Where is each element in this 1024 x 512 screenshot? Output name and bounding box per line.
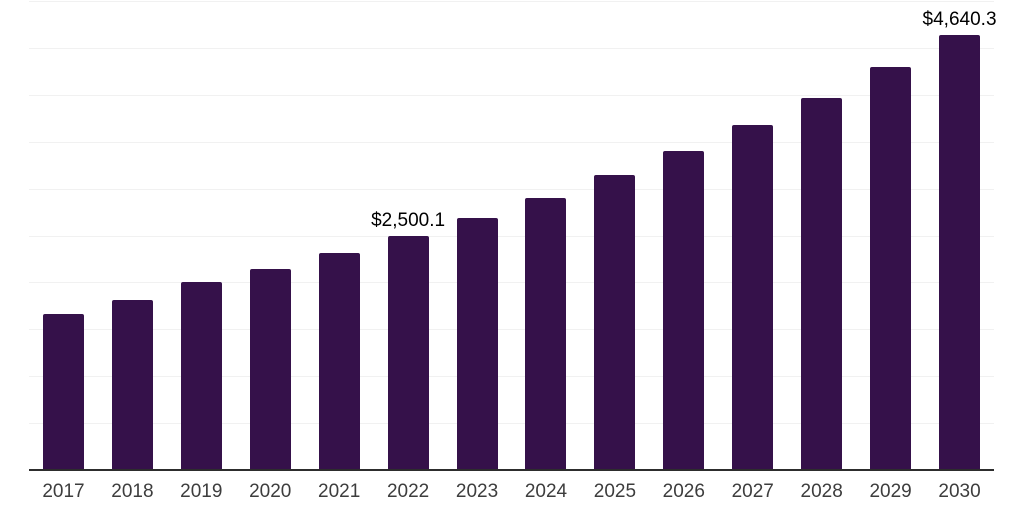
bar-2023	[456, 218, 498, 470]
x-tick-label-2020: 2020	[249, 481, 292, 502]
gridline	[29, 423, 994, 425]
x-tick-label-2025: 2025	[593, 481, 637, 502]
gridline	[29, 47, 994, 49]
x-tick-label-2026: 2026	[662, 481, 705, 502]
bar-2028	[801, 98, 843, 470]
x-tick-label-2029: 2029	[869, 481, 912, 502]
bar-2027	[732, 125, 774, 470]
bar-2029	[870, 67, 912, 470]
data-label-2030: $4,640.3	[922, 8, 997, 30]
gridline	[29, 188, 994, 190]
data-label-2022: $2,500.1	[371, 209, 446, 231]
gridline	[29, 235, 994, 237]
bar-2021	[318, 253, 360, 470]
bar-2025	[594, 175, 636, 470]
bar-2019	[180, 282, 222, 470]
gridline	[29, 141, 994, 143]
bar-2018	[111, 300, 153, 470]
bar-2017	[42, 314, 84, 470]
x-tick-label-2028: 2028	[800, 481, 843, 502]
x-tick-label-2018: 2018	[111, 481, 154, 502]
x-tick-label-2030: 2030	[938, 481, 981, 502]
bar-2024	[525, 197, 567, 470]
x-tick-label-2024: 2024	[524, 481, 568, 502]
bar-2020	[249, 269, 291, 470]
gridline	[29, 94, 994, 96]
bar-2022	[387, 235, 429, 470]
bar-2030	[939, 34, 981, 470]
x-tick-label-2027: 2027	[731, 481, 774, 502]
gridline	[29, 282, 994, 284]
x-tick-label-2019: 2019	[180, 481, 223, 502]
gridline	[29, 329, 994, 331]
x-tick-label-2023: 2023	[455, 481, 499, 502]
x-tick-label-2021: 2021	[318, 481, 361, 502]
gridline	[29, 376, 994, 378]
x-tick-label-2017: 2017	[42, 481, 85, 502]
x-axis-line	[29, 469, 994, 471]
bar-2026	[663, 151, 705, 470]
x-tick-label-2022: 2022	[386, 481, 430, 502]
gridline	[29, 1, 994, 2]
